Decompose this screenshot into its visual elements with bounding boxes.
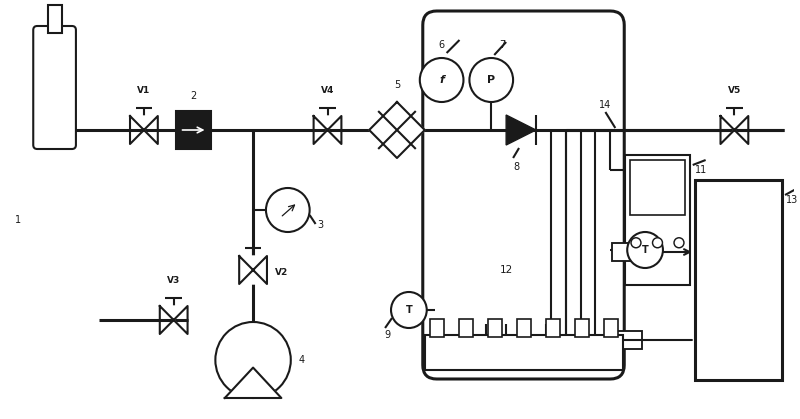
Polygon shape <box>160 306 187 320</box>
Polygon shape <box>369 102 425 158</box>
Circle shape <box>215 322 290 398</box>
Polygon shape <box>130 130 158 144</box>
Text: 14: 14 <box>599 100 611 110</box>
Bar <box>459 319 473 337</box>
Text: f: f <box>439 75 444 85</box>
Text: 13: 13 <box>786 195 798 205</box>
FancyBboxPatch shape <box>34 26 76 149</box>
Text: V5: V5 <box>728 86 741 95</box>
Text: 2: 2 <box>190 91 197 101</box>
Text: V1: V1 <box>138 86 150 95</box>
FancyBboxPatch shape <box>422 11 624 379</box>
Bar <box>425 335 623 370</box>
Polygon shape <box>225 367 282 398</box>
Bar <box>430 319 444 337</box>
Circle shape <box>627 232 663 268</box>
Bar <box>48 5 62 33</box>
Bar <box>612 243 642 261</box>
Bar <box>612 331 642 349</box>
Polygon shape <box>314 130 342 144</box>
Text: 6: 6 <box>438 40 445 50</box>
Bar <box>694 180 782 380</box>
Text: 3: 3 <box>318 220 324 230</box>
Text: V3: V3 <box>167 276 180 285</box>
Text: V4: V4 <box>321 86 334 95</box>
Text: T: T <box>642 245 649 255</box>
Polygon shape <box>721 116 748 130</box>
Bar <box>517 319 531 337</box>
Text: 5: 5 <box>394 80 400 90</box>
Text: V2: V2 <box>275 267 288 277</box>
Bar <box>630 160 685 215</box>
Polygon shape <box>239 256 267 270</box>
Polygon shape <box>239 270 267 284</box>
Circle shape <box>653 238 662 248</box>
Text: P: P <box>487 75 495 85</box>
Polygon shape <box>721 130 748 144</box>
Circle shape <box>266 188 310 232</box>
Text: 10: 10 <box>653 272 666 282</box>
Polygon shape <box>314 116 342 130</box>
Text: 1: 1 <box>15 215 21 225</box>
Circle shape <box>631 238 641 248</box>
Text: 12: 12 <box>499 265 513 275</box>
Text: 7: 7 <box>499 40 506 50</box>
Text: 9: 9 <box>384 330 390 340</box>
Bar <box>546 319 560 337</box>
Bar <box>604 319 618 337</box>
Bar <box>488 319 502 337</box>
Polygon shape <box>130 116 158 130</box>
Text: 11: 11 <box>694 165 707 175</box>
Bar <box>575 319 589 337</box>
Circle shape <box>674 238 684 248</box>
Circle shape <box>391 292 426 328</box>
Text: T: T <box>406 305 412 315</box>
Text: 8: 8 <box>513 162 519 172</box>
Polygon shape <box>160 320 187 334</box>
Circle shape <box>470 58 513 102</box>
Polygon shape <box>506 115 536 145</box>
Bar <box>176 111 211 149</box>
Circle shape <box>420 58 463 102</box>
Text: 4: 4 <box>298 355 305 365</box>
Bar <box>626 155 690 285</box>
